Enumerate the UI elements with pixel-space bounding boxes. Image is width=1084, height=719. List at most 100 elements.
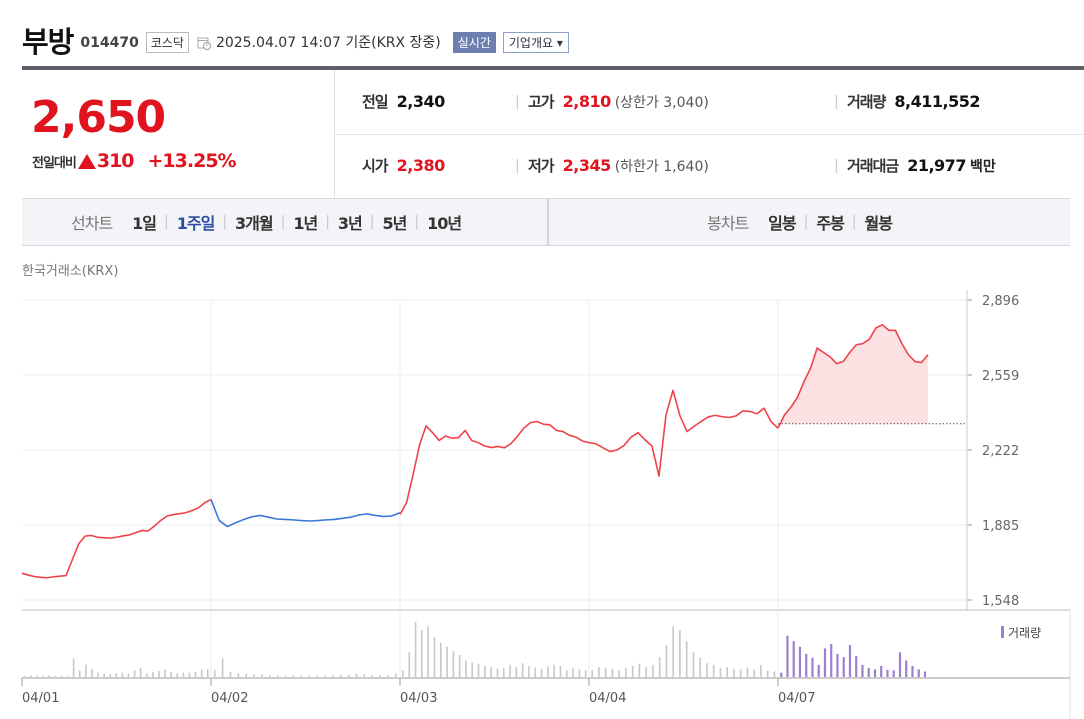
volume-bar <box>433 637 436 677</box>
volume-bar <box>253 674 255 677</box>
price-change: 전일대비 310 +13.25% <box>32 150 237 172</box>
volume-bar <box>471 662 474 677</box>
volume-bar <box>170 672 172 677</box>
x-tick-label: 04/03 <box>400 691 437 706</box>
volume-bar <box>408 652 411 677</box>
tab-divider: | <box>369 214 375 230</box>
volume-bar <box>339 674 342 677</box>
volume-bar <box>54 675 57 677</box>
volume-bar <box>502 668 505 677</box>
volume-bar <box>30 675 32 677</box>
volume-bar <box>645 667 647 677</box>
tab-candle-1[interactable]: 주봉 <box>816 214 844 233</box>
volume-legend-swatch <box>1001 626 1004 638</box>
volume-bar <box>490 667 492 677</box>
volume-bar <box>547 666 549 677</box>
volume-bar <box>766 670 769 677</box>
company-overview-button[interactable]: 기업개요 ▾ <box>502 31 569 53</box>
tab-line-2[interactable]: 3개월 <box>235 214 274 233</box>
stats-row-divider <box>335 134 1084 135</box>
volume-bar <box>292 675 295 677</box>
volume-bar <box>515 667 518 677</box>
volume-bar <box>414 622 417 677</box>
up-triangle-icon <box>77 153 96 169</box>
volume-bar <box>811 657 814 677</box>
volume-bar <box>842 657 845 677</box>
volume-bar <box>176 673 179 677</box>
volume-bar <box>823 648 827 677</box>
stat-label: 거래량 <box>847 93 886 111</box>
tab-divider: | <box>164 214 169 230</box>
candle-chart-tabs: 봉차트 일봉 | 주봉 | 월봉 <box>707 199 893 245</box>
volume-bar <box>679 630 681 677</box>
volume-bar <box>746 667 749 677</box>
price-stats-panel: 전일 2,340 | 고가 2,810 (상한가 3,040) | 거래량 8,… <box>335 70 1084 197</box>
lower-limit: (하한가 1,640) <box>614 159 709 175</box>
volume-bar <box>182 672 185 677</box>
volume-bar <box>855 656 858 677</box>
volume-bar <box>565 670 568 677</box>
volume-bar <box>158 670 160 677</box>
price-line-04-01 <box>21 498 212 579</box>
volume-bar <box>598 667 600 677</box>
line-chart-label: 선차트 <box>71 214 113 233</box>
tab-line-0[interactable]: 1일 <box>132 214 157 233</box>
volume-bar <box>42 675 44 677</box>
tab-candle-2[interactable]: 월봉 <box>864 214 893 233</box>
tab-line-5[interactable]: 5년 <box>382 214 408 233</box>
volume-bar <box>103 673 105 677</box>
realtime-button[interactable]: 실시간 <box>452 31 496 53</box>
volume-bar <box>652 664 654 677</box>
volume-bar <box>427 626 429 677</box>
price-line-04-02 <box>210 499 401 528</box>
chart-period-tabs: 선차트 1일 | 1주일 | 3개월 | 1년 | 3년 | 5년 | 10년 봉차트 일봉 | 주봉 | 월봉 <box>22 198 1070 246</box>
volume-bar <box>60 675 63 677</box>
volume-bar <box>421 630 423 677</box>
volume-bar <box>308 675 311 677</box>
tab-line-1[interactable]: 1주일 <box>176 214 216 233</box>
volume-bar <box>300 675 303 677</box>
volume-bar <box>726 667 728 677</box>
stock-code: 014470 <box>80 35 139 51</box>
volume-bar <box>867 668 870 677</box>
x-tick-label: 04/01 <box>22 691 59 706</box>
tab-line-4[interactable]: 3년 <box>337 214 363 233</box>
tab-group-divider <box>547 199 549 245</box>
volume-bar <box>387 675 389 677</box>
volume-bar <box>78 670 81 677</box>
y-tick-label: 2,896 <box>982 294 1019 309</box>
stat-volume: 거래량 8,411,552 <box>847 91 980 112</box>
volume-bar <box>611 668 614 677</box>
volume-bar <box>164 669 166 677</box>
volume-bar <box>109 674 112 677</box>
volume-bar <box>719 668 722 677</box>
volume-bar <box>221 658 224 677</box>
volume-bar <box>206 669 209 677</box>
tab-divider: | <box>325 214 330 230</box>
change-label: 전일대비 <box>32 155 77 171</box>
tab-line-3[interactable]: 1년 <box>293 214 318 233</box>
volume-bar <box>261 674 263 677</box>
tab-candle-0[interactable]: 일봉 <box>768 214 796 233</box>
volume-bar <box>892 670 895 677</box>
stat-prev-close: 전일 2,340 <box>362 91 445 112</box>
stat-value: 2,345 <box>562 156 612 175</box>
stat-divider: | <box>515 158 520 174</box>
today-area-fill <box>778 324 928 429</box>
volume-legend-label: 거래량 <box>1008 626 1041 640</box>
tab-divider: | <box>803 214 809 230</box>
tab-divider: | <box>414 214 420 230</box>
stat-label: 전일 <box>362 93 389 111</box>
volume-bar <box>347 674 350 677</box>
change-percent: +13.25% <box>147 150 237 172</box>
volume-bar <box>465 660 467 677</box>
tab-line-6[interactable]: 10년 <box>427 214 462 233</box>
volume-bar <box>780 672 783 677</box>
tab-divider: | <box>851 214 857 230</box>
stat-value: 2,340 <box>396 92 446 111</box>
stat-divider: | <box>515 94 520 110</box>
volume-bar <box>477 663 480 677</box>
price-line-04-03 <box>399 420 590 515</box>
volume-bar <box>145 673 148 677</box>
